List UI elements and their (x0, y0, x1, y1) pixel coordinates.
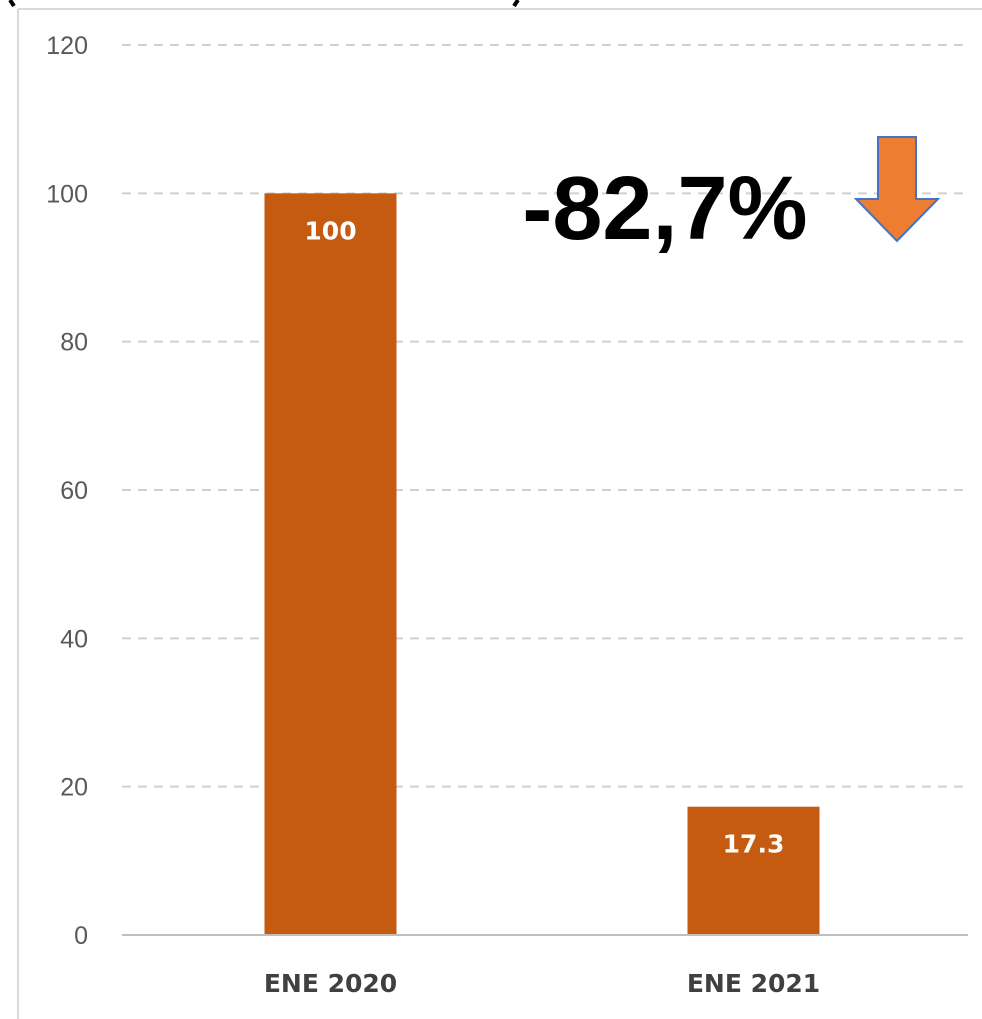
y-tick-label: 80 (60, 329, 88, 357)
y-tick-label: 20 (60, 774, 88, 802)
change-annotation: -82,7% (522, 159, 807, 259)
x-category-label: ENE 2020 (264, 969, 397, 998)
title-remnant-left (8, 0, 16, 8)
y-axis-ticks: 0 20 40 60 80 100 120 (46, 32, 88, 950)
x-category-label: ENE 2021 (687, 969, 820, 998)
data-label: 17.3 (723, 830, 785, 859)
bar (687, 806, 820, 935)
bars (264, 193, 820, 936)
y-tick-label: 60 (60, 477, 88, 505)
bar (264, 193, 397, 936)
title-remnant-right (512, 0, 520, 8)
gridlines (122, 44, 968, 788)
x-axis-categories: ENE 2020 ENE 2021 (264, 969, 820, 998)
y-tick-label: 120 (46, 32, 88, 60)
data-label: 100 (304, 216, 356, 245)
data-labels: 100 17.3 (304, 216, 784, 858)
y-tick-label: 40 (60, 625, 88, 653)
down-arrow-icon (853, 136, 941, 243)
y-tick-label: 0 (74, 922, 88, 950)
y-tick-label: 100 (46, 180, 88, 208)
